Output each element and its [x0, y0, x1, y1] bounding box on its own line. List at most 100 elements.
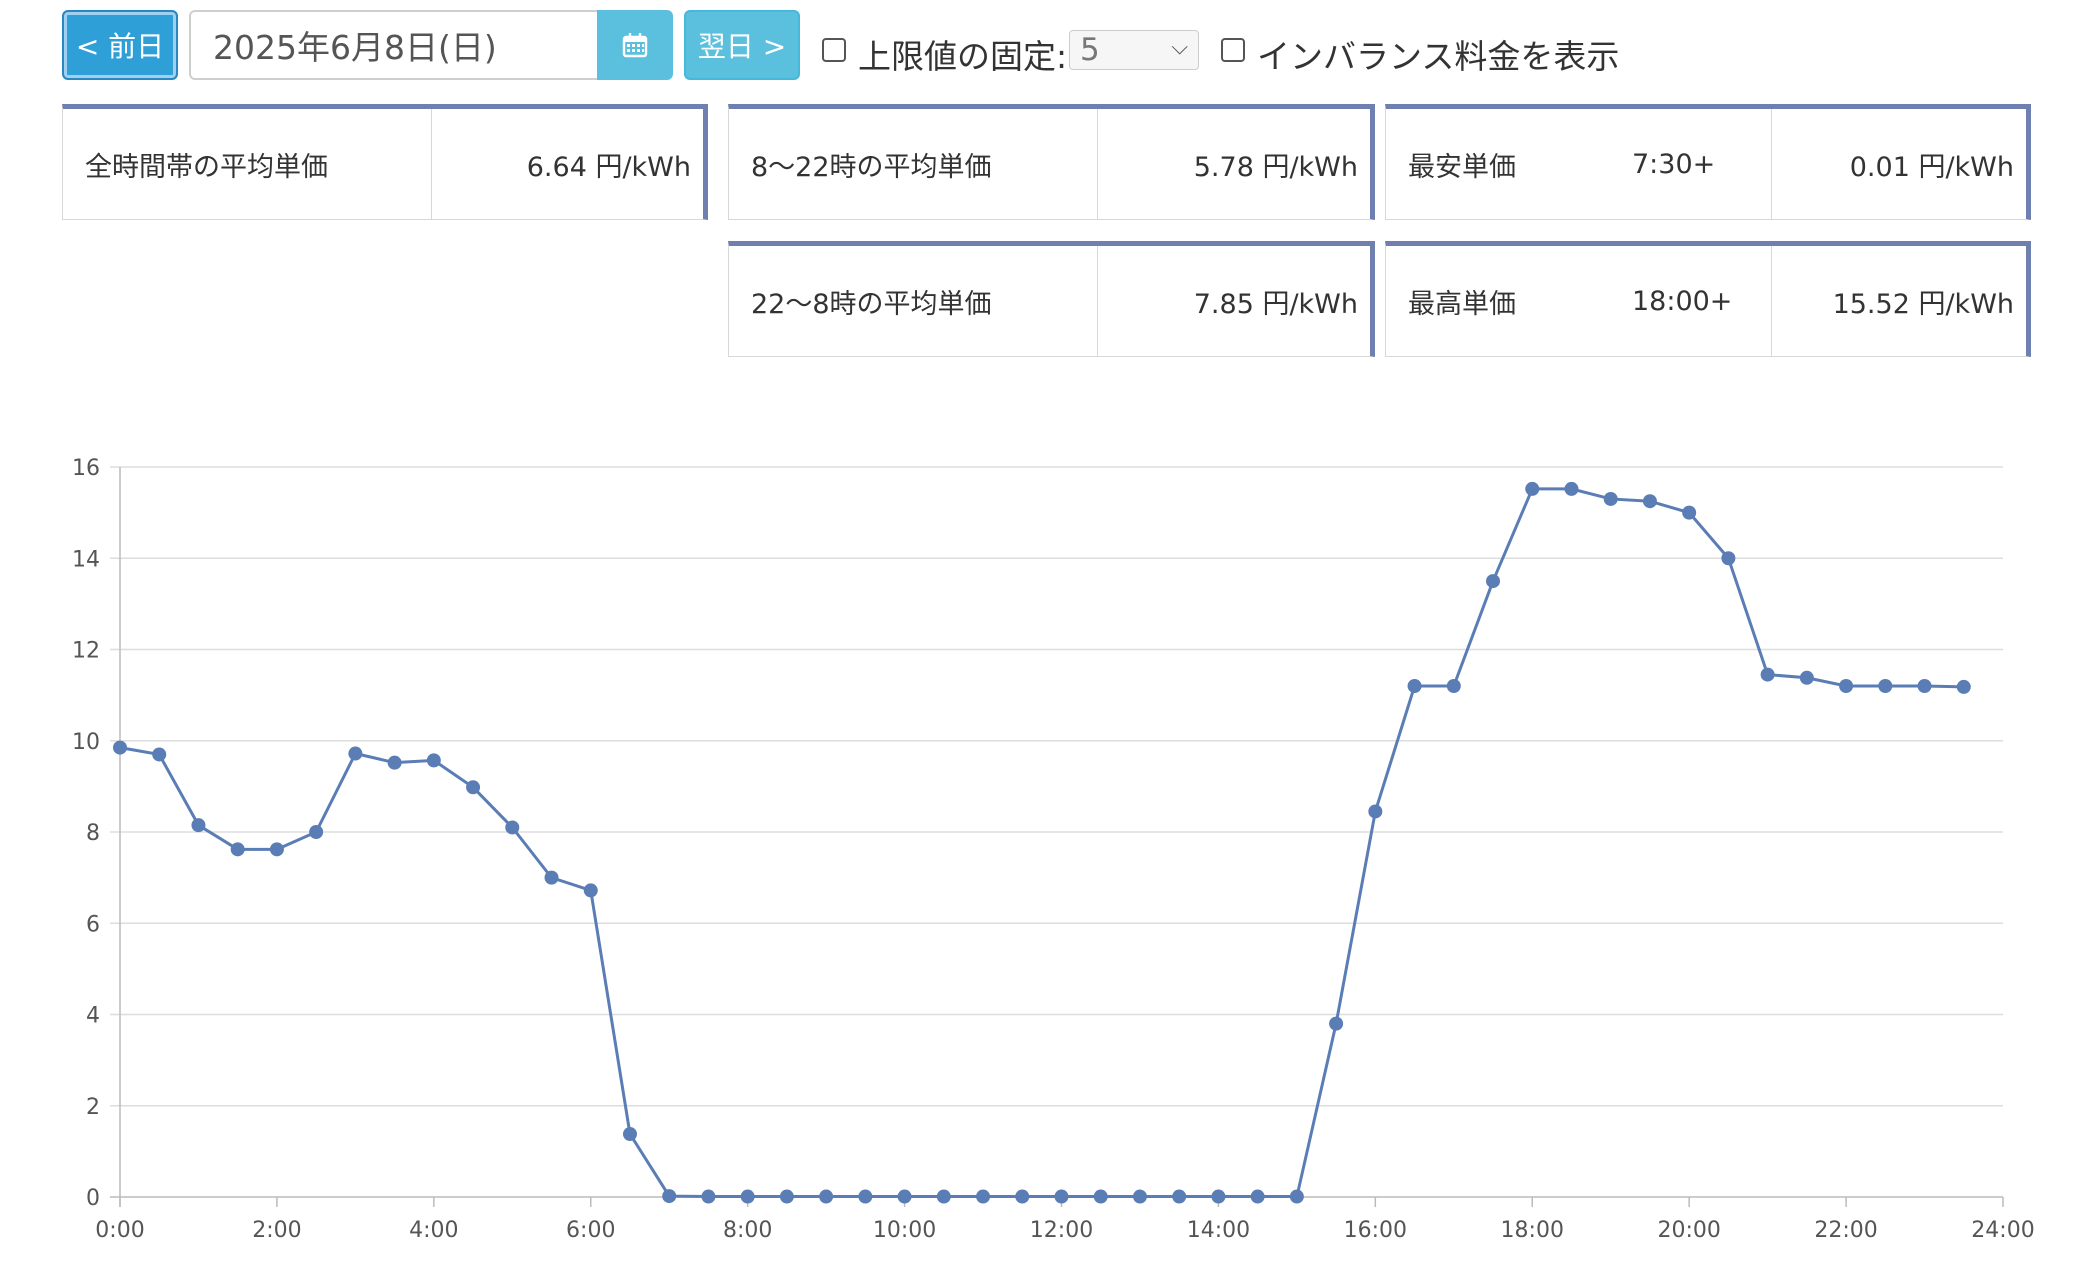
data-point — [426, 753, 441, 768]
x-tick-label: 0:00 — [95, 1218, 144, 1243]
data-point — [1564, 481, 1579, 496]
divider — [1771, 246, 1772, 356]
data-point — [1917, 679, 1932, 693]
y-tick-label: 4 — [86, 1004, 100, 1029]
data-point — [622, 1127, 637, 1142]
data-point — [1407, 679, 1422, 693]
date-value: 2025年6月8日(日) — [213, 28, 497, 67]
data-point — [1603, 491, 1618, 506]
data-point — [544, 870, 559, 885]
data-point — [152, 747, 167, 762]
data-point — [1015, 1189, 1030, 1204]
data-point — [1054, 1189, 1069, 1204]
date-input[interactable]: 2025年6月8日(日) — [189, 10, 597, 80]
y-tick-label: 14 — [72, 547, 100, 572]
all-avg-label: 全時間帯の平均単価 — [85, 151, 328, 183]
x-tick-label: 10:00 — [873, 1218, 936, 1243]
data-point — [1211, 1189, 1226, 1204]
data-point — [113, 740, 127, 755]
next-day-button[interactable]: 翌日 > — [684, 10, 800, 80]
data-point — [1760, 667, 1775, 682]
series-line — [119, 487, 1964, 1199]
divider — [1771, 109, 1772, 219]
data-point — [1486, 574, 1501, 589]
data-point — [976, 1189, 991, 1204]
calendar-icon — [622, 33, 648, 58]
data-point — [819, 1189, 834, 1204]
fix-max-select-value: 5 — [1080, 32, 1100, 68]
chevron-down-icon: ⌵ — [1171, 35, 1188, 60]
data-point — [779, 1189, 794, 1204]
y-tick-label: 10 — [72, 730, 100, 755]
data-point — [505, 820, 520, 835]
fix-max-checkbox[interactable] — [822, 38, 846, 62]
y-tick-label: 6 — [86, 912, 100, 937]
price-line-chart: 0 2 4 6 8 10 12 14 16 0:00 2:00 4:00 6:00 8:00 10:00 12… — [72, 456, 2035, 1243]
data-point — [1799, 670, 1814, 685]
imbalance-checkbox[interactable] — [1221, 38, 1245, 62]
imbalance-label: インバランス料金を表示 — [1257, 37, 1620, 76]
max-time: 18:00+ — [1632, 285, 1733, 317]
data-point — [936, 1189, 951, 1204]
data-point — [662, 1189, 677, 1204]
day-avg-label: 8〜22時の平均単価 — [751, 151, 992, 183]
data-point — [466, 780, 481, 795]
prev-day-button[interactable]: < 前日 — [62, 10, 178, 80]
data-point — [1525, 481, 1540, 496]
data-point — [230, 842, 245, 857]
min-value: 0.01 円/kWh — [1849, 151, 2014, 183]
data-point — [1250, 1189, 1265, 1204]
day-avg-card: 8〜22時の平均単価 5.78 円/kWh — [728, 104, 1375, 220]
calendar-button[interactable] — [597, 10, 673, 80]
data-point — [1956, 679, 1971, 694]
toolbar: < 前日 2025年6月8日(日) 翌日 > 上限値の固定: 5 ⌵ インバラン… — [0, 0, 2074, 100]
day-avg-value: 5.78 円/kWh — [1193, 151, 1358, 183]
data-point — [1839, 679, 1854, 693]
data-point — [1289, 1189, 1304, 1204]
data-point — [897, 1189, 912, 1204]
data-point — [1878, 679, 1893, 693]
x-tick-label: 12:00 — [1030, 1218, 1093, 1243]
max-label: 最高単価 — [1408, 288, 1516, 320]
x-tick-label: 20:00 — [1657, 1218, 1720, 1243]
data-point — [191, 818, 206, 833]
x-tick-label: 8:00 — [723, 1218, 772, 1243]
data-point — [269, 842, 284, 857]
max-value: 15.52 円/kWh — [1832, 288, 2014, 320]
x-tick-label: 22:00 — [1814, 1218, 1877, 1243]
divider — [1097, 109, 1098, 219]
data-point — [1721, 551, 1736, 566]
next-day-label: 翌日 > — [697, 30, 787, 63]
night-avg-label: 22〜8時の平均単価 — [751, 288, 992, 320]
all-avg-card: 全時間帯の平均単価 6.64 円/kWh — [62, 104, 708, 220]
x-tick-label: 24:00 — [1971, 1218, 2034, 1243]
data-point — [1093, 1189, 1108, 1204]
fix-max-label: 上限値の固定: — [858, 37, 1068, 76]
prev-day-label: < 前日 — [75, 30, 165, 63]
y-tick-label: 12 — [72, 639, 100, 664]
y-tick-label: 16 — [72, 456, 100, 481]
data-point — [1368, 804, 1383, 819]
data-point — [583, 883, 598, 898]
data-point — [1446, 679, 1461, 693]
y-tick-label: 0 — [86, 1186, 100, 1211]
data-point — [1642, 494, 1657, 509]
night-avg-card: 22〜8時の平均単価 7.85 円/kWh — [728, 241, 1375, 357]
data-point — [1172, 1189, 1187, 1204]
x-tick-label: 4:00 — [409, 1218, 458, 1243]
divider — [431, 109, 432, 219]
data-point — [1132, 1189, 1147, 1204]
data-point — [387, 755, 402, 770]
x-tick-label: 6:00 — [566, 1218, 615, 1243]
y-tick-label: 8 — [86, 821, 100, 846]
x-tick-label: 2:00 — [252, 1218, 301, 1243]
divider — [1097, 246, 1098, 356]
min-time: 7:30+ — [1632, 148, 1716, 180]
data-point — [701, 1189, 716, 1204]
y-tick-label: 2 — [86, 1095, 100, 1120]
data-point — [1329, 1016, 1344, 1031]
max-card: 最高単価 18:00+ 15.52 円/kWh — [1385, 241, 2031, 357]
fix-max-select[interactable]: 5 ⌵ — [1069, 30, 1199, 70]
x-tick-label: 14:00 — [1187, 1218, 1250, 1243]
all-avg-value: 6.64 円/kWh — [526, 151, 691, 183]
